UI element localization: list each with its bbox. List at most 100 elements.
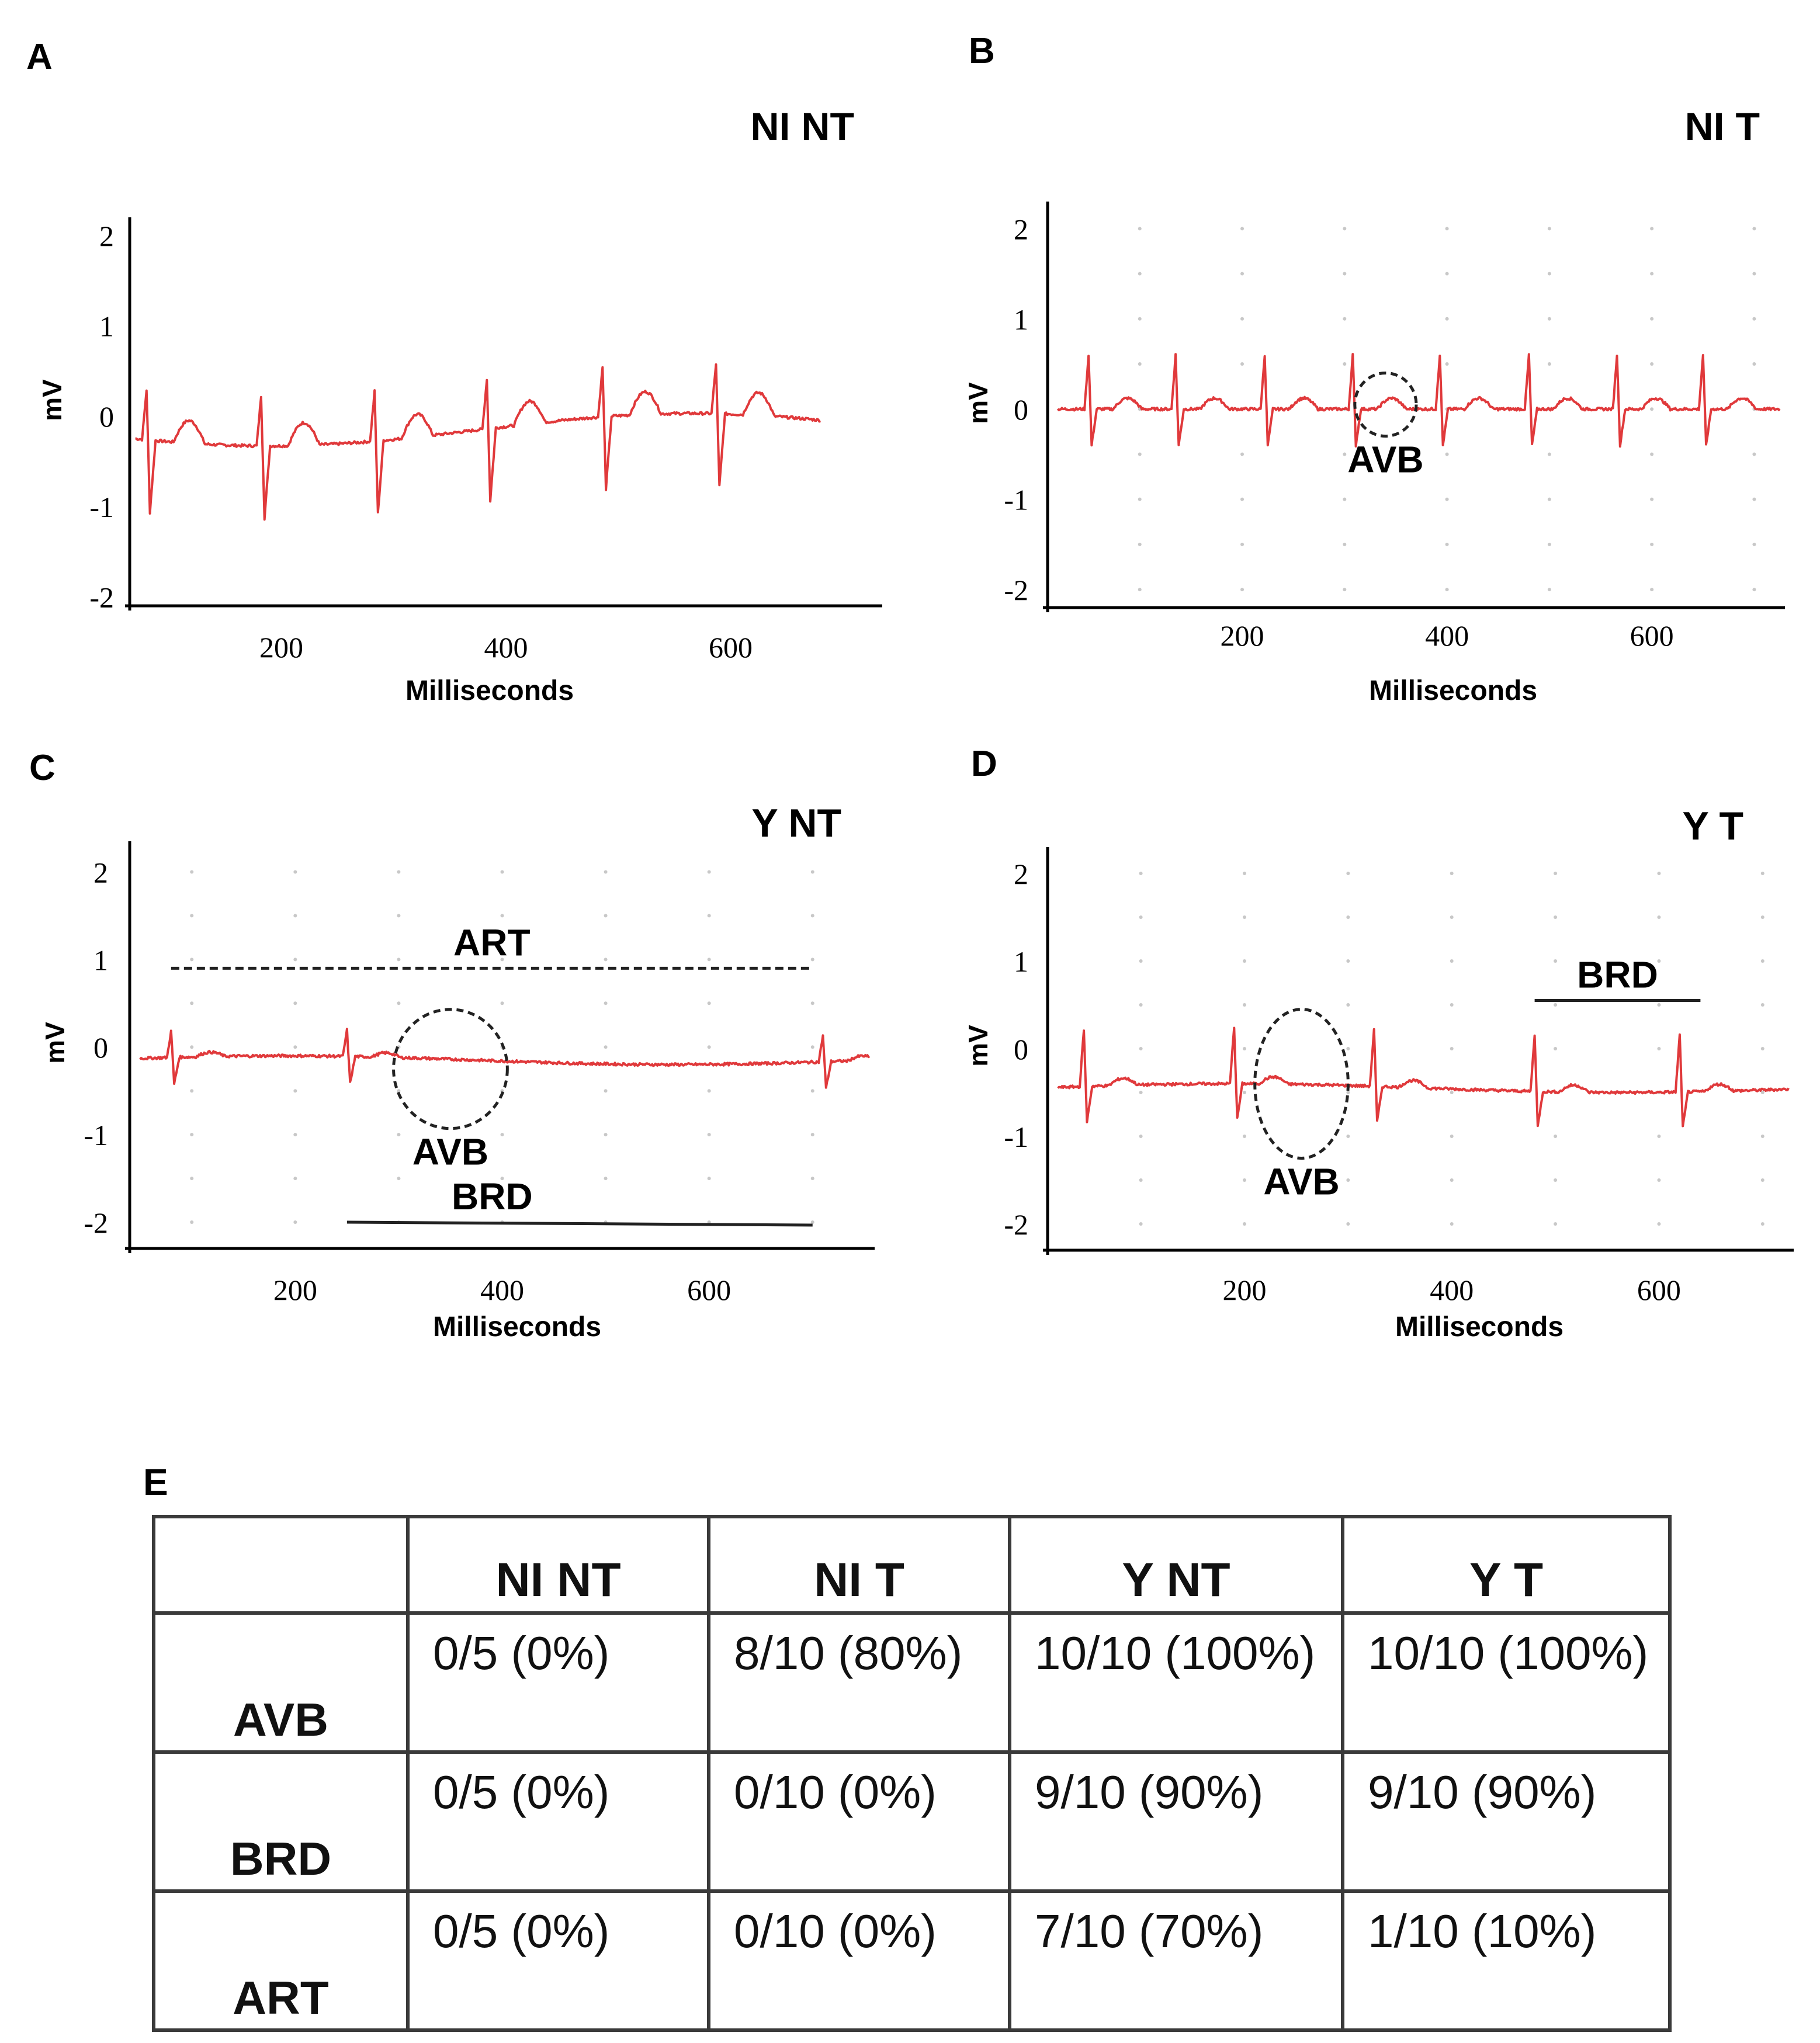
x-axis-label: Milliseconds: [1395, 1312, 1564, 1343]
grid-dot: [1760, 1222, 1764, 1226]
y-tick-label: 0: [1014, 393, 1028, 426]
grid-dot: [1240, 362, 1244, 366]
chart-panel-d: D Y T 2 1 0 -1 -2 200 400 600 mV Milliseconds AVB BRD: [963, 744, 1794, 1343]
grid-dot: [1760, 915, 1764, 919]
grid-dot: [604, 1133, 608, 1137]
grid-dot: [190, 958, 194, 962]
grid-dot: [1760, 1178, 1764, 1182]
grid-dot: [1657, 872, 1661, 875]
table-header-cell: NI NT: [406, 1515, 710, 1615]
grid-dot: [1138, 317, 1142, 321]
grid-dot: [1547, 588, 1551, 592]
annotation-label: AVB: [1263, 1161, 1339, 1203]
grid-dot: [1445, 452, 1449, 456]
table-header-cell: [152, 1515, 410, 1615]
y-tick-label: -1: [1004, 484, 1028, 516]
table-row-label: AVB: [152, 1611, 410, 1754]
y-tick-label: 2: [1014, 858, 1028, 890]
grid-dot: [1650, 227, 1654, 231]
chart-panel-a: A NI NT 2 1 0 -1 -2 200 400 600 mV Milliseconds: [26, 37, 882, 706]
grid-dot: [1554, 1047, 1558, 1050]
grid-dot: [1657, 1135, 1661, 1138]
grid-dot: [707, 1177, 711, 1181]
grid-dot: [1346, 1222, 1350, 1226]
grid-dot: [1139, 915, 1143, 919]
grid-dot: [707, 914, 711, 918]
table-cell: 0/10 (0%): [707, 1750, 1011, 1893]
grid-dot: [1657, 1047, 1661, 1050]
grid-dot: [1139, 1222, 1143, 1226]
grid-dot: [707, 870, 711, 874]
x-axis-label: Milliseconds: [405, 675, 574, 706]
grid-dot: [1650, 362, 1654, 366]
grid-dot: [1760, 872, 1764, 875]
grid-dot: [1240, 227, 1244, 231]
grid-dot: [810, 1001, 814, 1005]
ecg-trace: [1057, 1026, 1790, 1128]
annotation-label: BRD: [452, 1175, 533, 1218]
grid-dot: [1343, 588, 1347, 592]
grid-dot: [604, 1089, 608, 1093]
grid-dot: [293, 1133, 297, 1137]
y-tick-label: 0: [93, 1031, 108, 1064]
grid-dot: [1445, 542, 1449, 546]
y-tick-label: 0: [99, 400, 114, 433]
grid-dot: [1752, 362, 1756, 366]
grid-dot: [293, 1177, 297, 1181]
panel-title: Y NT: [751, 801, 841, 845]
table-cell: 0/10 (0%): [707, 1889, 1011, 2032]
grid-dot: [604, 958, 608, 962]
grid-dot: [810, 1177, 814, 1181]
panel-label: A: [26, 37, 53, 77]
grid-dot: [1450, 1222, 1454, 1226]
table-cell: 10/10 (100%): [1341, 1611, 1672, 1754]
x-tick-label: 400: [480, 1274, 524, 1306]
table-row: BRD 0/5 (0%) 0/10 (0%) 9/10 (90%) 9/10 (…: [152, 1750, 1672, 1893]
grid-dot: [293, 870, 297, 874]
grid-dot: [1346, 1003, 1350, 1007]
table-header-cell: Y T: [1341, 1515, 1672, 1615]
y-tick-label: 1: [93, 944, 108, 976]
grid-dot: [1752, 317, 1756, 321]
grid-dot: [1650, 542, 1654, 546]
grid-dot: [1242, 1178, 1246, 1182]
grid-dot: [1445, 272, 1449, 276]
table-header-row: NI NT NI T Y NT Y T: [152, 1515, 1672, 1615]
grid-dot: [1554, 1003, 1558, 1007]
grid-dot: [1343, 452, 1347, 456]
grid-dot: [293, 914, 297, 918]
grid-dot: [1445, 362, 1449, 366]
summary-table: NI NT NI T Y NT Y T AVB 0/5 (0%) 8/10 (8…: [152, 1515, 1672, 2032]
grid-dot: [1450, 1091, 1454, 1094]
grid-dot: [1547, 362, 1551, 366]
grid-dot: [1242, 959, 1246, 963]
grid-dot: [1242, 1135, 1246, 1138]
grid-dot: [1445, 497, 1449, 501]
grid-dot: [1554, 1178, 1558, 1182]
x-tick-label: 600: [1630, 619, 1674, 652]
grid-dot: [1343, 272, 1347, 276]
grid-dot: [190, 914, 194, 918]
grid-dot: [1547, 317, 1551, 321]
grid-dot: [1657, 1222, 1661, 1226]
grid-dot: [1547, 272, 1551, 276]
grid-dot: [1554, 915, 1558, 919]
x-tick-label: 600: [1637, 1274, 1681, 1306]
grid-dot: [1752, 542, 1756, 546]
y-tick-label: -2: [84, 1206, 108, 1239]
y-tick-label: -1: [1004, 1121, 1028, 1153]
grid-dot: [1240, 272, 1244, 276]
table-row-label: ART: [152, 1889, 410, 2032]
grid-dot: [293, 1089, 297, 1093]
grid-dot: [397, 914, 401, 918]
grid-dot: [1760, 1135, 1764, 1138]
annotation-label: BRD: [1577, 954, 1658, 996]
y-tick-label: -2: [1004, 1208, 1028, 1241]
grid-dot: [1343, 317, 1347, 321]
brd-line: [346, 1220, 813, 1227]
grid-dot: [1139, 959, 1143, 963]
x-tick-label: 400: [1425, 619, 1469, 652]
table-row: AVB 0/5 (0%) 8/10 (80%) 10/10 (100%) 10/…: [152, 1611, 1672, 1754]
grid-dot: [810, 914, 814, 918]
grid-dot: [1346, 1047, 1350, 1050]
